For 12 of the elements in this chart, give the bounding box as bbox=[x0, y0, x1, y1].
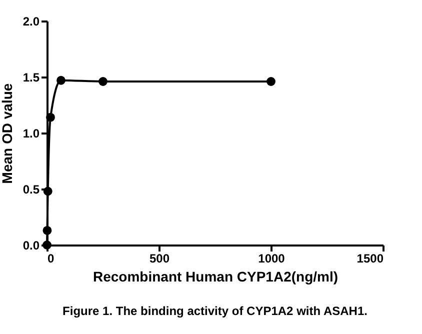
x-tick-label: 0 bbox=[48, 252, 54, 266]
x-tick-label: 1000 bbox=[258, 252, 286, 266]
y-tick-label: 1.0 bbox=[22, 126, 40, 140]
y-tick-label: 2.0 bbox=[22, 14, 40, 28]
y-axis-title: Mean OD value bbox=[0, 83, 15, 184]
text: Figure 1. The binding activity of CYP1A2 with ASAH1. bbox=[62, 304, 368, 318]
x-tick-label: 500 bbox=[149, 252, 170, 266]
y-tick-label: 1.5 bbox=[22, 70, 40, 84]
y-tick-label: 0.0 bbox=[22, 238, 40, 252]
y-tick-label: 0.5 bbox=[22, 182, 40, 196]
x-axis-title: Recombinant Human CYP1A2(ng/ml) bbox=[92, 268, 338, 284]
x-tick-label: 1500 bbox=[356, 252, 384, 266]
